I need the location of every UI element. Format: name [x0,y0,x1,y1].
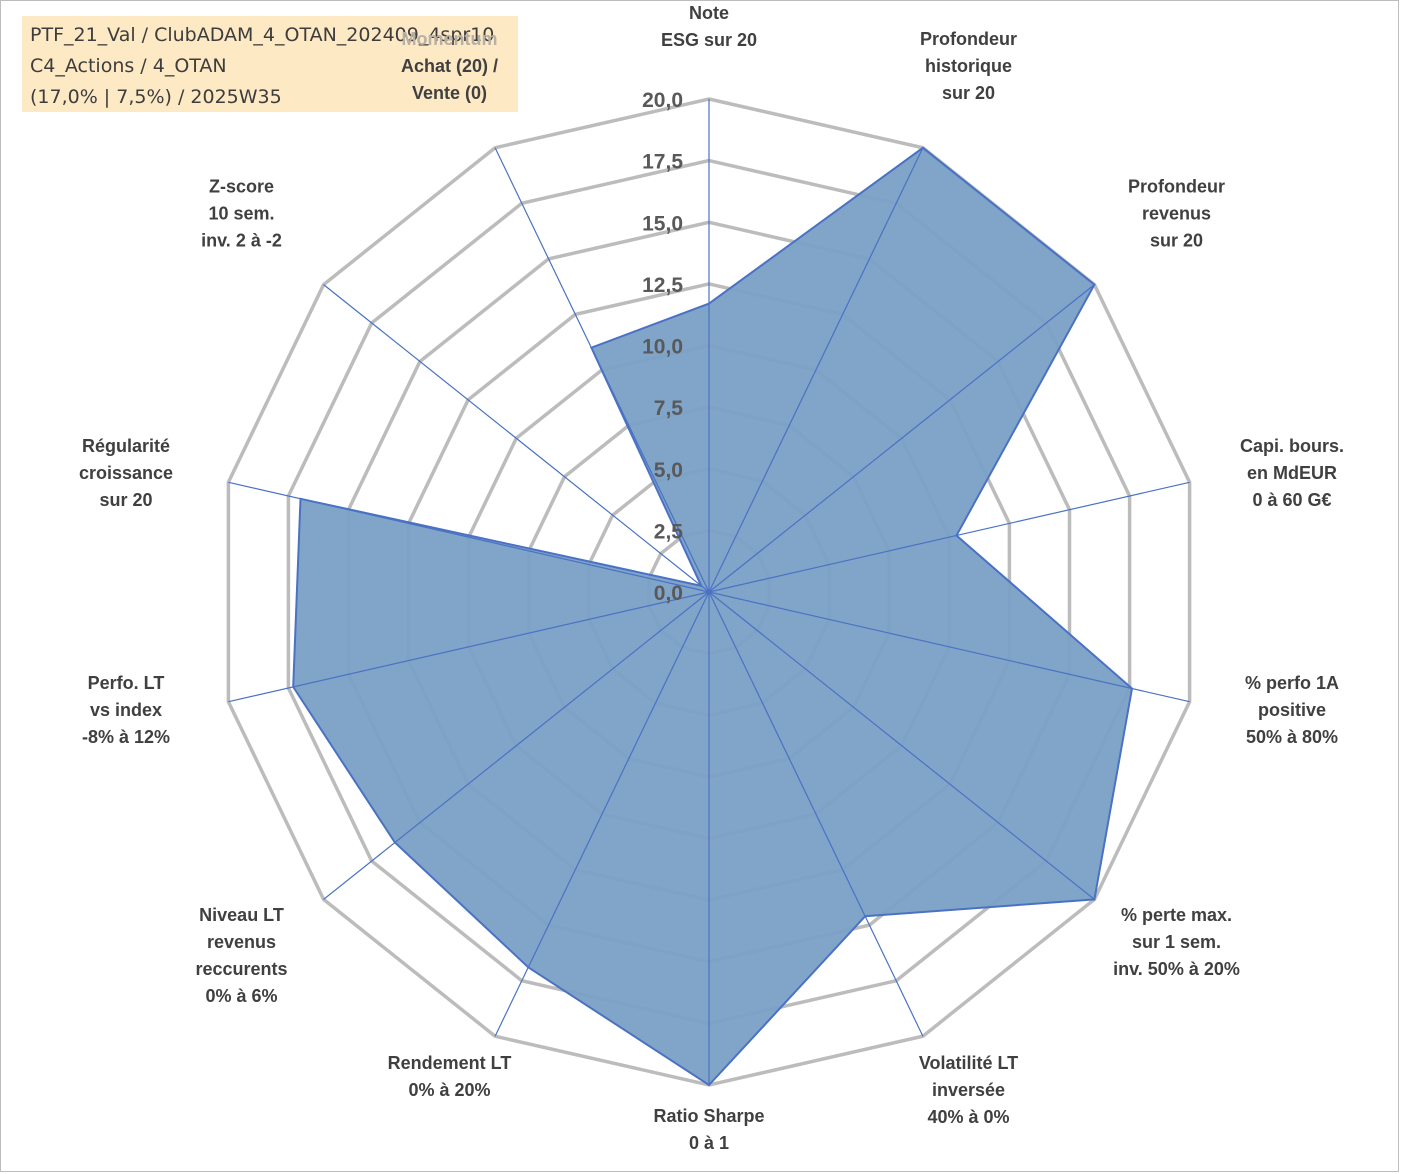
axis-label-group: Profondeur revenus sur 20 [1128,177,1225,251]
axis-spoke [494,591,710,1037]
info-line-rates: (17,0% | 7,5%) / 2025W35 [30,86,282,108]
axis-label: inv. 50% à 20% [1113,959,1240,979]
tick-label: 15,0 [642,212,683,235]
axis-label: Momentum [402,29,498,49]
axis-spoke [708,147,924,593]
axis-spoke [228,481,710,593]
axis-label: Achat (20) / [401,56,498,76]
axis-label: Ratio Sharpe [653,1106,764,1126]
tick-label: 0,0 [654,582,683,605]
axis-label: -8% à 12% [82,727,170,747]
axis-label: positive [1258,700,1326,720]
axis-label-group: Volatilité LT inversée 40% à 0% [919,1053,1018,1127]
axis-label: 50% à 80% [1246,727,1338,747]
axis-label: revenus [207,932,276,952]
axis-label: inv. 2 à -2 [201,231,282,251]
axis-spoke [708,591,924,1037]
axis-label: Vente (0) [412,83,487,103]
axis-label: Note [689,3,729,23]
axis-label: Profondeur [1128,177,1225,197]
axis-spoke [228,591,710,703]
axis-label-group: Ratio Sharpe 0 à 1 [653,1106,764,1153]
axis-label: 40% à 0% [927,1107,1009,1127]
tick-label: 2,5 [654,520,684,543]
tick-label: 20,0 [642,89,683,112]
axis-label: sur 1 sem. [1132,932,1221,952]
axis-label: Z-score [209,177,274,197]
axis-spoke [708,481,1190,593]
axis-label: % perte max. [1121,905,1232,925]
axis-label-group: Profondeur historique sur 20 [920,29,1017,103]
axis-label-group: Niveau LT revenus reccurents 0% à 6% [195,905,287,1006]
info-line-portfolio: PTF_21_Val / ClubADAM_4_OTAN_202409_4spr… [30,24,495,46]
axis-label: historique [925,56,1012,76]
axis-label-group: Rendement LT 0% à 20% [388,1053,512,1100]
axis-label: sur 20 [1150,231,1203,251]
axis-spoke [708,591,1095,900]
axis-label: sur 20 [942,83,995,103]
axis-label: Perfo. LT [88,673,165,693]
axis-label-group: Régularité croissance sur 20 [79,436,173,510]
axis-label: % perfo 1A [1245,673,1339,693]
chart-info-box: PTF_21_Val / ClubADAM_4_OTAN_202409_4spr… [22,16,518,112]
series-area [292,146,1134,1087]
axis-label: Rendement LT [388,1053,512,1073]
axis-label: en MdEUR [1247,463,1337,483]
axis-label: vs index [90,700,162,720]
tick-label: 5,0 [654,459,683,482]
axis-spoke [708,591,1190,703]
tick-label: 12,5 [642,274,683,297]
axis-label-group: % perte max. sur 1 sem. inv. 50% à 20% [1113,905,1240,979]
axis-label: 0 à 60 G€ [1252,490,1331,510]
info-line-category: C4_Actions / 4_OTAN [30,55,227,77]
axis-label-group: Momentum Achat (20) / Vente (0) [401,29,498,103]
axis-spoke [323,284,710,593]
axis-label: revenus [1142,204,1211,224]
axis-label: 0% à 6% [205,986,277,1006]
axis-label-group: % perfo 1A positive 50% à 80% [1245,673,1339,747]
axis-label: 0 à 1 [689,1133,729,1153]
axis-label: sur 20 [99,490,152,510]
axis-label-group: Capi. bours. en MdEUR 0 à 60 G€ [1240,436,1344,510]
axis-label: croissance [79,463,173,483]
axis-label: inversée [932,1080,1005,1100]
axis-spoke [708,284,1095,593]
axis-label: Niveau LT [199,905,284,925]
axis-label-group: Note ESG sur 20 [661,3,757,50]
axis-spoke [494,147,710,593]
radar-spokes [228,99,1190,1085]
axis-label: ESG sur 20 [661,30,757,50]
tick-label: 10,0 [642,336,683,359]
axis-label-group: Perfo. LT vs index -8% à 12% [82,673,170,747]
tick-label: 7,5 [654,397,684,420]
axis-label: 0% à 20% [408,1080,490,1100]
axis-label-group: Z-score 10 sem. inv. 2 à -2 [201,177,282,251]
tick-label: 17,5 [642,151,683,174]
axis-label: Profondeur [920,29,1017,49]
axis-label: 10 sem. [208,204,274,224]
axis-label: Capi. bours. [1240,436,1344,456]
axis-spoke [323,591,710,900]
axis-label: Régularité [82,436,170,456]
axis-label: reccurents [195,959,287,979]
axis-label: Volatilité LT [919,1053,1018,1073]
